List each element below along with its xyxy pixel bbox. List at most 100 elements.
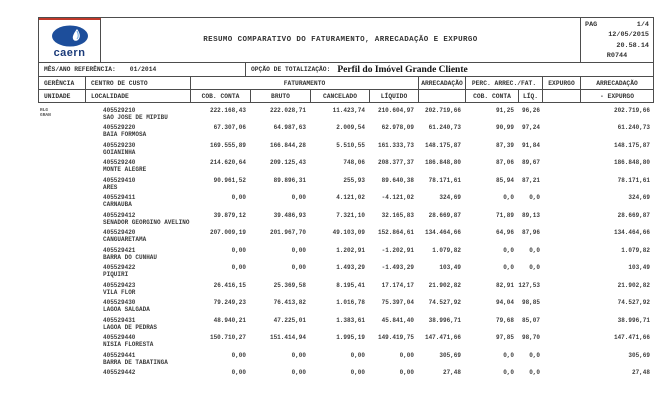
locality-cell: 405529431 LAGOA DE PEDRAS <box>85 317 190 331</box>
locality-code: 405529431 <box>103 316 136 324</box>
arrecadacao-value: 38.996,71 <box>428 316 461 324</box>
bruto-value: 64.987,63 <box>273 124 306 131</box>
cob-conta-value: 0,00 <box>231 351 246 359</box>
locality-name: NISIA FLORESTA <box>103 341 154 348</box>
cancelado-value: 0,00 <box>350 369 365 376</box>
expurgo-value <box>542 159 580 173</box>
table-row: 405529431 LAGOA DE PEDRAS 48.940,21 47.2… <box>38 315 654 333</box>
locality-name: VILA FLOR <box>103 288 136 296</box>
cancelado-value: 5.510,55 <box>336 141 365 149</box>
unit-cell <box>38 317 85 331</box>
header-expurgo: EXPURGO <box>543 77 581 89</box>
locality-code: 405529420 <box>103 229 136 236</box>
liquido-value: 32.165,83 <box>381 211 414 219</box>
bruto-value: 151.414,94 <box>269 334 306 341</box>
report-rows: RLG GRAN 405529210 SAO JOSE DE MIPIBU 22… <box>38 103 654 378</box>
liquido-value: 208.377,37 <box>377 159 414 166</box>
header-menos-expurgo: - EXPURGO <box>599 92 634 100</box>
locality-cell: 405529422 PIQUIRI <box>85 264 190 278</box>
cob-conta-value: 0,00 <box>231 246 246 254</box>
expurgo-value <box>542 317 580 331</box>
bruto-value: 0,00 <box>291 194 306 201</box>
locality-name: BARRA DE TABATINGA <box>103 358 168 366</box>
locality-code: 405529430 <box>103 299 136 306</box>
table-row: 405529420 CANGUARETAMA 207.009,19 201.96… <box>38 228 654 246</box>
reference-period: MÊS/ANO REFERÊNCIA: 01/2014 <box>39 63 246 76</box>
cancelado-value: 11.423,74 <box>332 106 365 114</box>
header-arrecadacao: ARRECADAÇÃO <box>419 77 466 89</box>
locality-cell: 405529430 LAGOA SALGADA <box>85 299 190 313</box>
header-bruto: BRUTO <box>251 90 311 102</box>
caern-logo: caern <box>39 18 101 62</box>
bruto-value: 89.896,31 <box>273 176 306 184</box>
locality-cell: 405529421 BARRA DO CUNHAU <box>85 247 190 261</box>
table-row: 405529410 ARES 90.961,52 89.896,31 255,9… <box>38 175 654 193</box>
locality-cell: 405529412 SENADOR GEORGINO AVELINO <box>85 212 190 226</box>
cob-conta-value: 79.249,23 <box>213 299 246 306</box>
perc-liq-value: 91,84 <box>521 141 540 149</box>
arrecadacao-expurgo-value: 61.240,73 <box>617 124 650 131</box>
perc-cob-conta-value: 82,91 <box>495 281 514 289</box>
cancelado-value: 255,93 <box>343 176 365 184</box>
cancelado-value: 748,06 <box>343 159 365 166</box>
cancelado-value: 8.195,41 <box>336 281 365 289</box>
arrecadacao-expurgo-value: 78.171,61 <box>617 176 650 184</box>
bruto-value: 0,00 <box>291 351 306 359</box>
totalization-value: Perfil do Imóvel Grande Cliente <box>337 64 468 75</box>
header-perc-arrec-fat: PERC. ARREC./FAT. <box>466 77 543 89</box>
liquido-value: 62.978,09 <box>381 124 414 131</box>
cancelado-value: 1.995,19 <box>336 334 365 341</box>
unit-line-2: GRAN <box>40 113 51 118</box>
table-row: 405529422 PIQUIRI 0,00 0,00 1.493,29 -1.… <box>38 263 654 281</box>
cancelado-value: 0,00 <box>350 351 365 359</box>
locality-cell: 405529220 BAIA FORMOSA <box>85 124 190 138</box>
expurgo-value <box>542 212 580 226</box>
cob-conta-value: 222.168,43 <box>209 106 246 114</box>
report-page: caern RESUMO COMPARATIVO DO FATURAMENTO,… <box>38 17 654 378</box>
expurgo-value <box>542 334 580 348</box>
column-headers-top: GERÊNCIA CENTRO DE CUSTO FATURAMENTO ARR… <box>39 77 653 90</box>
liquido-value: 210.604,97 <box>377 106 414 114</box>
liquido-value: -1.202,91 <box>381 246 414 254</box>
report-code: R0744 <box>606 51 628 60</box>
water-drop-logo-icon <box>51 25 88 46</box>
perc-liq-value: 89,67 <box>521 159 540 166</box>
expurgo-value <box>542 107 580 121</box>
locality-name: BARRA DO CUNHAU <box>103 253 158 261</box>
locality-cell: 405529440 NISIA FLORESTA <box>85 334 190 348</box>
table-row: 405529240 MONTE ALEGRE 214.620,64 209.12… <box>38 158 654 176</box>
reference-bar: MÊS/ANO REFERÊNCIA: 01/2014 OPÇÃO DE TOT… <box>38 63 654 77</box>
bruto-value: 47.225,01 <box>273 316 306 324</box>
locality-name: SAO JOSE DE MIPIBU <box>103 113 168 121</box>
liquido-value: 0,00 <box>399 369 414 376</box>
table-row: 405529412 SENADOR GEORGINO AVELINO 39.87… <box>38 210 654 228</box>
locality-name: BAIA FORMOSA <box>103 131 147 138</box>
header-faturamento: FATURAMENTO <box>191 77 419 89</box>
perc-cob-conta-value: 94,04 <box>495 299 514 306</box>
unit-cell <box>38 247 85 261</box>
cob-conta-value: 39.879,12 <box>213 211 246 219</box>
arrecadacao-value: 78.171,61 <box>428 176 461 184</box>
perc-cob-conta-value: 0,0 <box>503 351 514 359</box>
cancelado-value: 1.493,29 <box>336 264 365 271</box>
perc-liq-value: 0,0 <box>529 369 540 376</box>
liquido-value: 17.174,17 <box>381 281 414 289</box>
report-time: 20.58.14 <box>616 41 649 50</box>
locality-code: 405529230 <box>103 141 136 149</box>
cancelado-value: 49.103,09 <box>332 229 365 236</box>
locality-name: CARNAUBA <box>103 201 132 208</box>
cancelado-value: 7.321,10 <box>336 211 365 219</box>
perc-cob-conta-value: 85,94 <box>495 176 514 184</box>
table-row: 405529230 GOIANINHA 169.555,89 166.844,2… <box>38 140 654 158</box>
header-arrecadacao-expurgo: ARRECADAÇÃO <box>596 79 638 87</box>
locality-code: 405529412 <box>103 211 136 219</box>
cob-conta-value: 67.307,06 <box>213 124 246 131</box>
header-gerencia: GERÊNCIA <box>39 77 86 89</box>
report-header: caern RESUMO COMPARATIVO DO FATURAMENTO,… <box>38 17 654 63</box>
perc-cob-conta-value: 0,0 <box>503 246 514 254</box>
unit-cell <box>38 334 85 348</box>
locality-code: 405529442 <box>103 369 136 376</box>
table-row: 405529441 BARRA DE TABATINGA 0,00 0,00 0… <box>38 350 654 368</box>
locality-code: 405529411 <box>103 194 136 201</box>
unit-cell <box>38 159 85 173</box>
